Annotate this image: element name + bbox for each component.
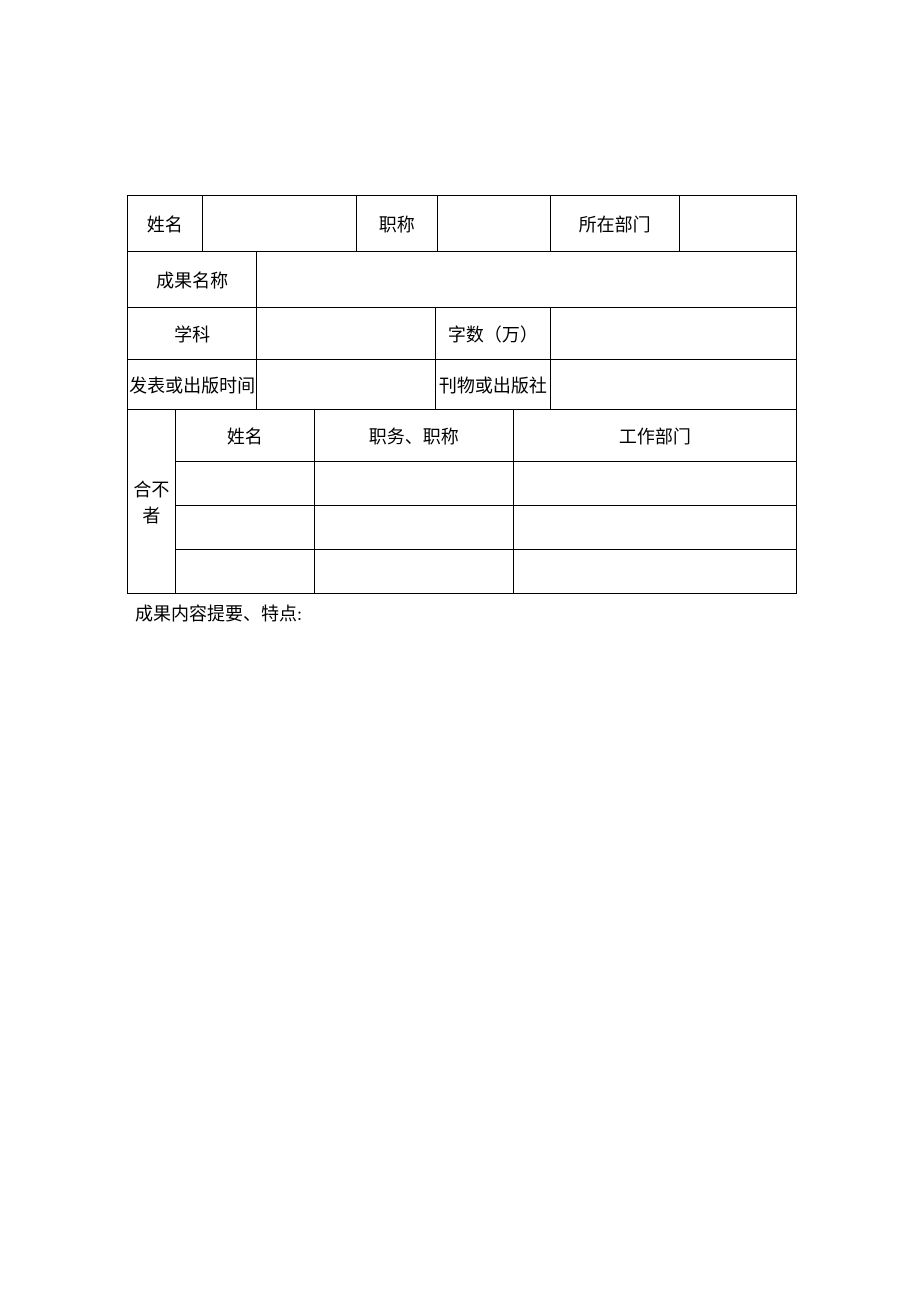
- form-table: 姓名 职称 所在部门 成果名称 学科 字数（万） 发表或出版时间 刊物或出版社: [127, 195, 797, 594]
- label-achievement-name: 成果名称: [128, 252, 257, 308]
- label-subject: 学科: [128, 308, 257, 360]
- value-collab-position-0[interactable]: [314, 462, 513, 506]
- value-collab-dept-1[interactable]: [513, 506, 796, 550]
- label-department: 所在部门: [550, 196, 679, 252]
- value-collab-name-2[interactable]: [175, 550, 314, 594]
- table-row: [128, 550, 797, 594]
- label-publication: 刊物或出版社: [436, 360, 551, 410]
- value-publish-time[interactable]: [257, 360, 436, 410]
- table-row: 成果名称: [128, 252, 797, 308]
- table-row: 学科 字数（万）: [128, 308, 797, 360]
- value-achievement-name[interactable]: [257, 252, 797, 308]
- value-collab-name-1[interactable]: [175, 506, 314, 550]
- value-collab-position-2[interactable]: [314, 550, 513, 594]
- label-word-count: 字数（万）: [436, 308, 551, 360]
- label-summary: 成果内容提要、特点:: [127, 594, 797, 626]
- label-title: 职称: [356, 196, 438, 252]
- value-collab-position-1[interactable]: [314, 506, 513, 550]
- value-subject[interactable]: [257, 308, 436, 360]
- label-collab-dept: 工作部门: [513, 410, 796, 462]
- value-collab-dept-0[interactable]: [513, 462, 796, 506]
- label-publish-time: 发表或出版时间: [128, 360, 257, 410]
- table-row: [128, 506, 797, 550]
- label-collab-name: 姓名: [175, 410, 314, 462]
- value-department[interactable]: [679, 196, 796, 252]
- table-row: 姓名 职称 所在部门: [128, 196, 797, 252]
- label-collab-position: 职务、职称: [314, 410, 513, 462]
- form-table-container: 姓名 职称 所在部门 成果名称 学科 字数（万） 发表或出版时间 刊物或出版社: [127, 195, 797, 626]
- value-title[interactable]: [438, 196, 551, 252]
- value-name[interactable]: [202, 196, 356, 252]
- table-row: [128, 462, 797, 506]
- label-name: 姓名: [128, 196, 203, 252]
- value-word-count[interactable]: [550, 308, 796, 360]
- label-collaborator: 合不者: [128, 410, 176, 594]
- label-collaborator-text: 合不者: [133, 480, 169, 526]
- table-row: 发表或出版时间 刊物或出版社: [128, 360, 797, 410]
- value-collab-name-0[interactable]: [175, 462, 314, 506]
- table-row: 合不者 姓名 职务、职称 工作部门: [128, 410, 797, 462]
- value-collab-dept-2[interactable]: [513, 550, 796, 594]
- value-publication[interactable]: [550, 360, 796, 410]
